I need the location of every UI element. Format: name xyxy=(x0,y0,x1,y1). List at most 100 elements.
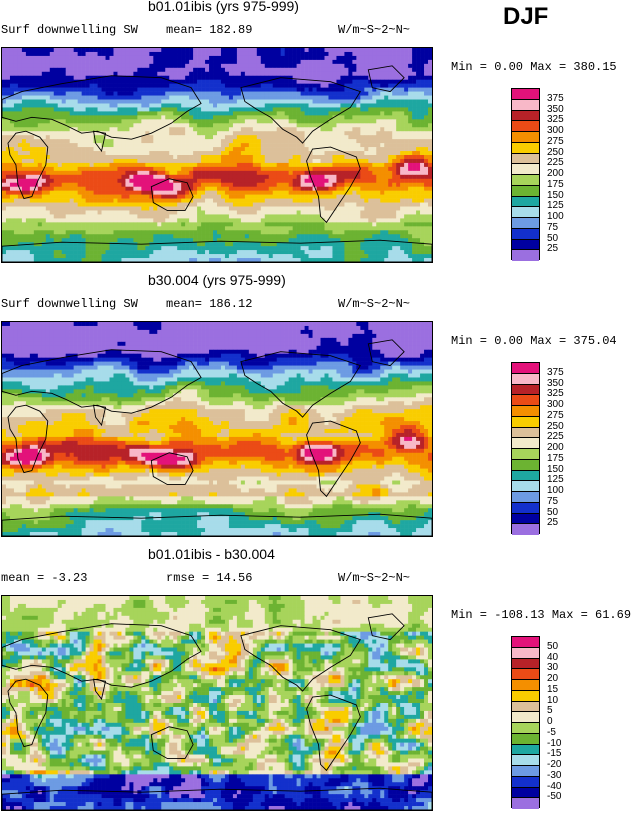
season-label: DJF xyxy=(503,3,549,30)
panel1-map xyxy=(1,47,433,263)
colorbar-swatch xyxy=(512,744,539,756)
colorbar-swatch xyxy=(512,99,539,111)
colorbar-swatch xyxy=(512,776,539,788)
colorbar-tick-label: 50 xyxy=(547,640,559,652)
colorbar-swatch xyxy=(512,712,539,723)
colorbar-tick-label: 350 xyxy=(547,103,564,115)
coastlines xyxy=(2,613,432,810)
colorbar-swatch xyxy=(512,373,539,385)
panel3-colorbar xyxy=(511,636,540,809)
panel1-range: Min = 0.00 Max = 380.15 xyxy=(451,60,617,74)
colorbar-tick-label: 175 xyxy=(547,452,564,464)
panel2-units: W/m~S~2~N~ xyxy=(338,297,411,311)
colorbar-tick-label: 200 xyxy=(547,168,564,179)
colorbar-swatch xyxy=(512,250,539,261)
colorbar-tick-label: 200 xyxy=(547,442,564,453)
coastlines xyxy=(2,65,432,262)
colorbar-tick-label: 125 xyxy=(547,474,564,486)
colorbar-tick-label: 75 xyxy=(547,495,559,507)
colorbar-swatch xyxy=(512,416,539,428)
colorbar-swatch xyxy=(512,449,539,460)
colorbar-tick-label: -20 xyxy=(547,759,562,770)
panel3-range: Min = -108.13 Max = 61.69 xyxy=(451,608,632,622)
panel2-range: Min = 0.00 Max = 375.04 xyxy=(451,334,617,348)
colorbar-swatch xyxy=(512,427,539,439)
colorbar-swatch xyxy=(512,239,539,251)
panel1-title: b01.01ibis (yrs 975-999) xyxy=(148,0,299,14)
colorbar-swatch xyxy=(512,701,539,713)
colorbar-tick-label: 375 xyxy=(547,366,564,378)
colorbar-tick-label: -40 xyxy=(547,780,562,792)
colorbar-tick-label: 15 xyxy=(547,683,559,695)
colorbar-swatch xyxy=(512,502,539,514)
colorbar-swatch xyxy=(512,384,539,396)
panel2-map xyxy=(1,321,433,537)
colorbar-swatch xyxy=(512,132,539,143)
colorbar-tick-label: 325 xyxy=(547,114,564,126)
colorbar-tick-label: 50 xyxy=(547,232,559,244)
field-cells xyxy=(2,596,432,810)
colorbar-swatch xyxy=(512,513,539,525)
colorbar-tick-label: 350 xyxy=(547,377,564,389)
colorbar-tick-label: 125 xyxy=(547,200,564,212)
colorbar-swatch xyxy=(512,185,539,197)
colorbar-tick-label: 20 xyxy=(547,673,559,684)
colorbar-swatch xyxy=(512,470,539,482)
colorbar-tick-label: 100 xyxy=(547,485,564,496)
colorbar-swatch xyxy=(512,680,539,691)
colorbar-swatch xyxy=(512,492,539,503)
panel2-title: b30.004 (yrs 975-999) xyxy=(148,272,286,288)
colorbar-swatch xyxy=(512,395,539,406)
colorbar-tick-label: 225 xyxy=(547,431,564,443)
colorbar-tick-label: 325 xyxy=(547,388,564,400)
colorbar-tick-label: 100 xyxy=(547,211,564,222)
panel3-units: W/m~S~2~N~ xyxy=(338,571,411,585)
colorbar-tick-label: 25 xyxy=(547,517,559,529)
panel2-variable: Surf downwelling SW xyxy=(1,297,138,311)
colorbar-tick-label: 275 xyxy=(547,135,564,147)
colorbar-swatch xyxy=(512,196,539,208)
panel2-field xyxy=(2,322,432,536)
colorbar-swatch xyxy=(512,228,539,240)
colorbar-swatch xyxy=(512,153,539,165)
colorbar-swatch xyxy=(512,755,539,766)
colorbar-tick-label: 375 xyxy=(547,92,564,104)
panel1-variable: Surf downwelling SW xyxy=(1,23,138,37)
colorbar-tick-label: 30 xyxy=(547,662,559,674)
colorbar-swatch xyxy=(512,798,539,809)
colorbar-tick-label: -50 xyxy=(547,791,562,803)
colorbar-swatch xyxy=(512,669,539,680)
colorbar-tick-label: 10 xyxy=(547,694,559,706)
colorbar-swatch xyxy=(512,438,539,449)
panel1-field xyxy=(2,48,432,262)
colorbar-tick-label: 225 xyxy=(547,157,564,169)
colorbar-tick-label: 40 xyxy=(547,651,559,663)
colorbar-swatch xyxy=(512,406,539,417)
colorbar-swatch xyxy=(512,89,539,100)
colorbar-tick-label: 75 xyxy=(547,221,559,233)
coastlines xyxy=(2,339,432,536)
colorbar-swatch xyxy=(512,690,539,702)
colorbar-tick-label: 300 xyxy=(547,125,564,136)
colorbar-swatch xyxy=(512,647,539,659)
colorbar-swatch xyxy=(512,459,539,471)
colorbar-swatch xyxy=(512,207,539,218)
panel3-field xyxy=(2,596,432,810)
colorbar-tick-label: 50 xyxy=(547,506,559,518)
colorbar-swatch xyxy=(512,142,539,154)
colorbar-swatch xyxy=(512,766,539,777)
colorbar-swatch xyxy=(512,524,539,535)
field-cells xyxy=(2,48,432,262)
panel3-map xyxy=(1,595,433,811)
colorbar-swatch xyxy=(512,121,539,132)
panel3-title: b01.01ibis - b30.004 xyxy=(148,546,275,562)
colorbar-swatch xyxy=(512,481,539,492)
field-cells xyxy=(2,322,432,536)
colorbar-tick-label: 150 xyxy=(547,463,564,475)
panel3-rmse: rmse = 14.56 xyxy=(166,571,253,585)
colorbar-tick-label: 250 xyxy=(547,420,564,432)
panel1-units: W/m~S~2~N~ xyxy=(338,23,411,37)
colorbar-swatch xyxy=(512,637,539,648)
panel2-mean: mean= 186.12 xyxy=(166,297,253,311)
panel1-colorbar xyxy=(511,88,540,261)
